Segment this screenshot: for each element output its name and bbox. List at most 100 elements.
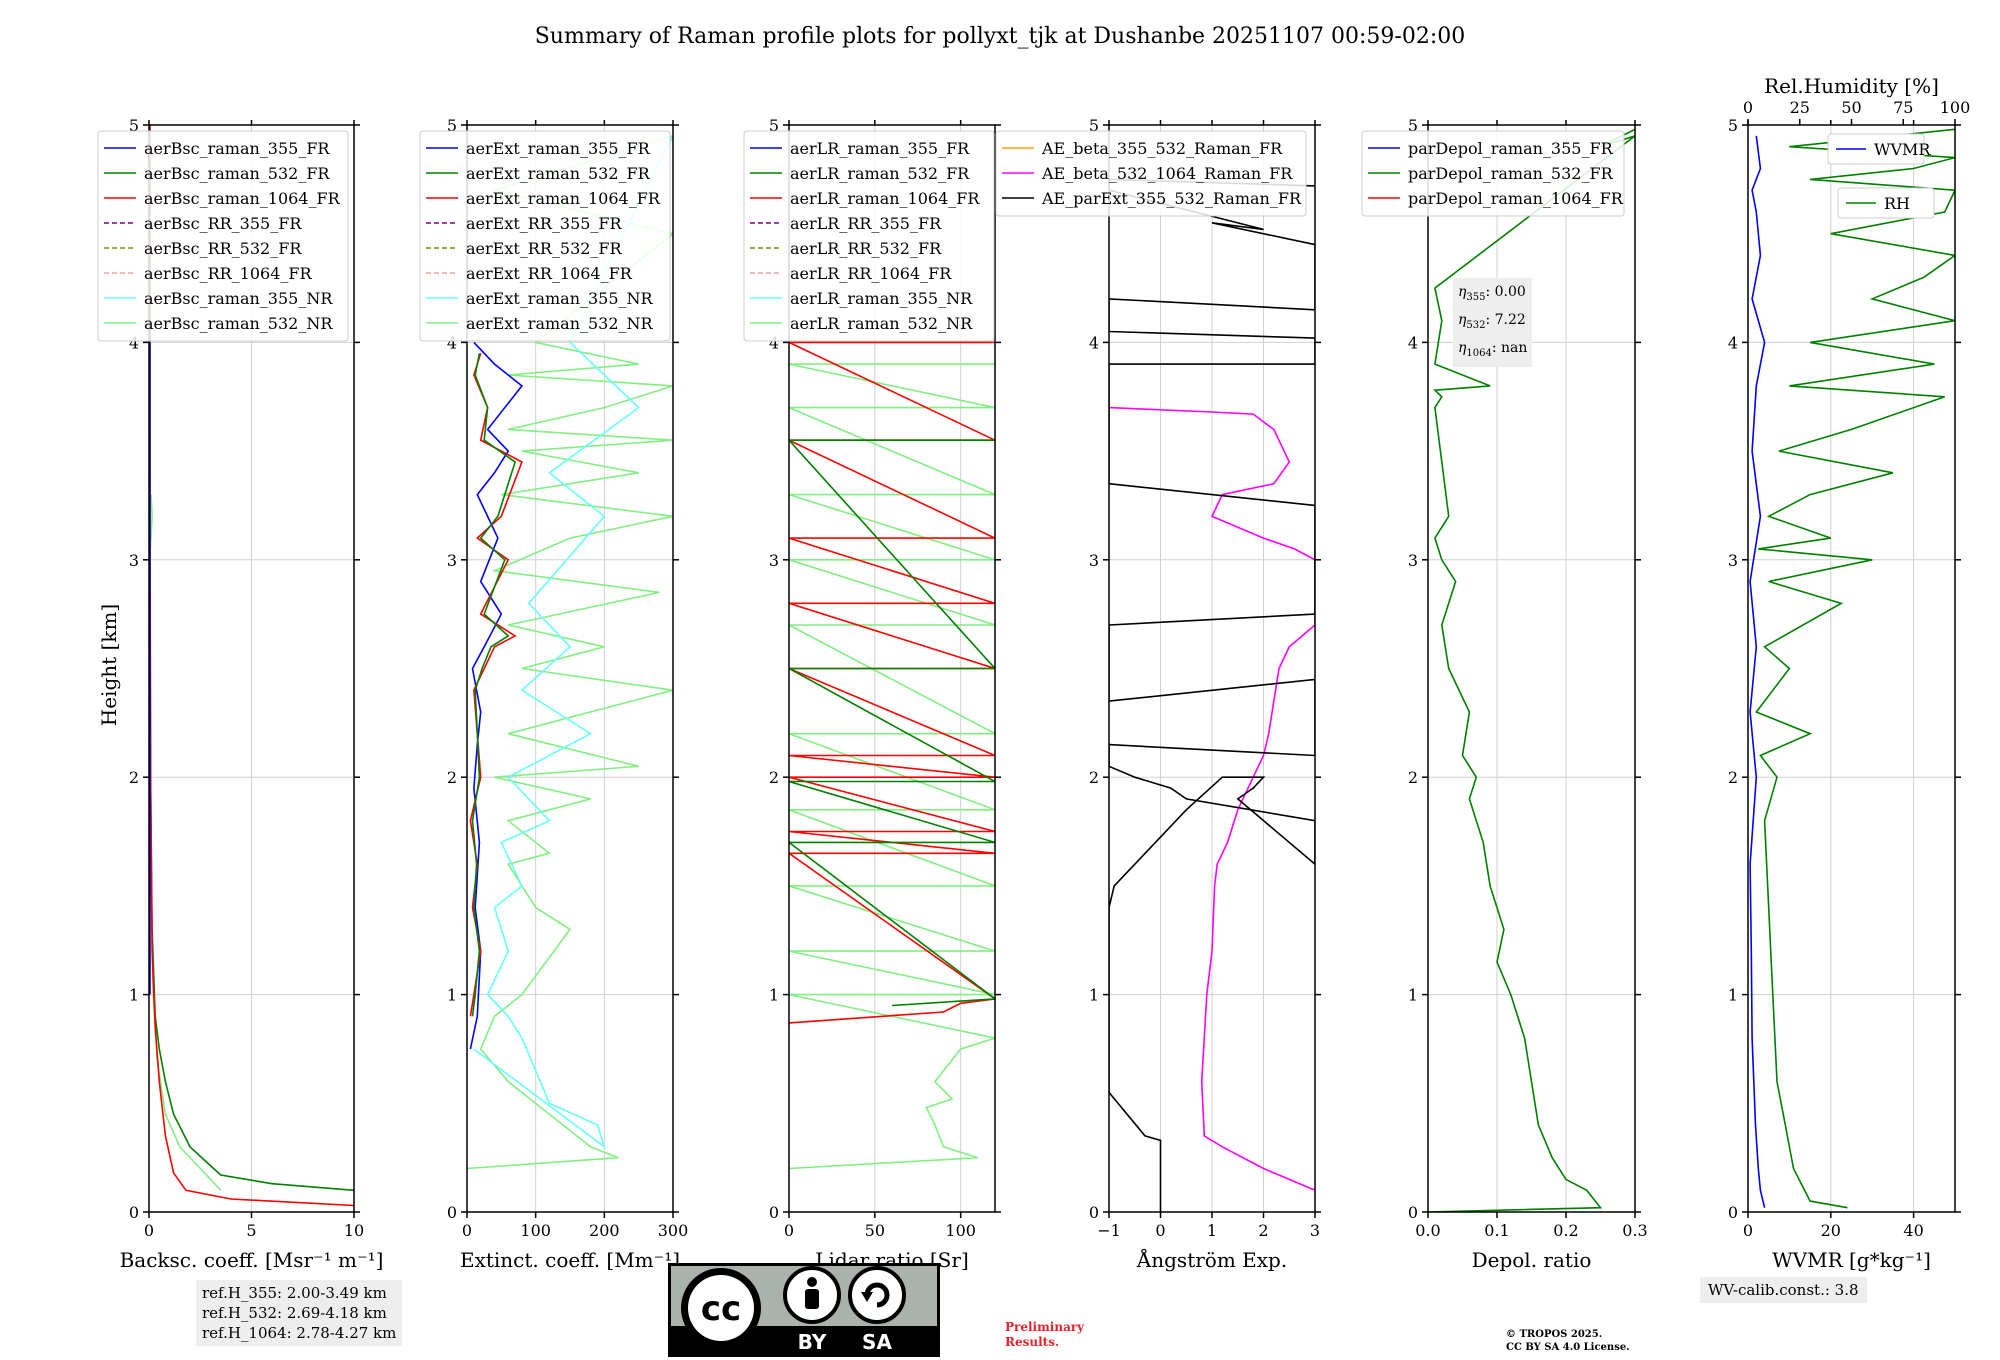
x-tick-label: 0.1 — [1484, 1221, 1509, 1240]
y-tick-label: 3 — [769, 551, 779, 570]
legend-label: AE_parExt_355_532_Raman_FR — [1041, 189, 1302, 208]
legend-box — [995, 130, 1307, 217]
legend-label: aerExt_raman_1064_FR — [466, 189, 661, 208]
top-tick-label: 25 — [1790, 98, 1810, 117]
y-tick-label: 2 — [447, 768, 457, 787]
eta-355-row: η355: 0.00 — [1458, 284, 1526, 303]
legend-box — [1361, 130, 1625, 217]
legend-box — [97, 130, 349, 342]
y-tick-label: 1 — [129, 986, 139, 1005]
legend-label: aerBsc_RR_532_FR — [144, 239, 302, 258]
cc-circle-inner — [688, 1275, 754, 1341]
legend-label: parDepol_raman_1064_FR — [1408, 189, 1624, 208]
y-tick-label: 2 — [1089, 768, 1099, 787]
x-tick-label: 100 — [520, 1221, 551, 1240]
series-aerLR_raman_532_FR — [789, 439, 995, 1007]
series-AE_beta_532_1064_Raman_FR — [1109, 406, 1315, 1192]
x-axis-label: Ångström Exp. — [1136, 1247, 1287, 1272]
x-tick-label: 50 — [865, 1221, 885, 1240]
y-tick-label: 2 — [1408, 768, 1418, 787]
y-tick-label: 5 — [1408, 116, 1418, 135]
top-tick-label: 50 — [1841, 98, 1861, 117]
y-tick-label: 5 — [1728, 116, 1738, 135]
ref-h-355: ref.H_355: 2.00-3.49 km — [202, 1284, 387, 1302]
legend-label: aerLR_raman_1064_FR — [790, 189, 980, 208]
legend-box — [743, 130, 995, 342]
y-tick-label: 5 — [1089, 116, 1099, 135]
legend-label: aerBsc_raman_532_FR — [144, 164, 330, 183]
legend-box — [419, 130, 671, 342]
y-tick-label: 1 — [769, 986, 779, 1005]
series-aerExt_raman_355_FR — [469, 341, 524, 1050]
legend-label: parDepol_raman_532_FR — [1408, 164, 1614, 183]
legend-label: aerBsc_raman_355_NR — [144, 289, 333, 308]
ref-h-532: ref.H_532: 2.69-4.18 km — [202, 1304, 387, 1322]
eta-1064-row: η1064: nan — [1458, 339, 1528, 359]
legend-label: aerBsc_RR_355_FR — [144, 214, 302, 233]
x-axis-label: Extinct. coeff. [Mm⁻¹] — [460, 1248, 680, 1272]
legend-label: aerExt_raman_532_NR — [466, 314, 654, 333]
legend: aerExt_raman_355_FR aerExt_raman_532_FRae… — [419, 130, 671, 342]
y-tick-label: 2 — [129, 768, 139, 787]
series-aerLR_raman_532_NR — [789, 363, 995, 1170]
eta-532-row: η532: 7.22 — [1458, 311, 1526, 331]
y-tick-label: 5 — [769, 116, 779, 135]
legend-label: aerLR_RR_355_FR — [790, 214, 942, 233]
x-tick-label: 0.2 — [1553, 1221, 1578, 1240]
x-tick-label: 2 — [1258, 1221, 1268, 1240]
by-icon-body — [805, 1289, 819, 1309]
eta-annotation: η355: 0.00 η532: 7.22 η1064: nan — [1453, 278, 1533, 368]
wv-calibration-box: WV-calib.const.: 3.8 — [1700, 1277, 1867, 1303]
y-tick-label: 0 — [129, 1203, 139, 1222]
y-axis-label: Height [km] — [97, 604, 121, 726]
sa-icon-arrow — [864, 1282, 890, 1308]
x-tick-label: 0.0 — [1415, 1221, 1440, 1240]
preliminary-results-note: Preliminary Results. — [1005, 1320, 1085, 1349]
x-axis-label: WVMR [g*kg⁻¹] — [1772, 1248, 1931, 1272]
legend-RH: RH — [1837, 187, 1935, 219]
legend-label: aerLR_raman_532_FR — [790, 164, 970, 183]
panel-frame — [1747, 124, 1956, 1213]
legend-label: aerLR_raman_532_NR — [790, 314, 973, 333]
series-AE_parExt_355_532_Raman_FR — [1109, 178, 1315, 1212]
x-tick-label: 1 — [1207, 1221, 1217, 1240]
series-aerExt_raman_532_NR — [467, 135, 673, 1170]
legend-label: aerBsc_raman_532_NR — [144, 314, 333, 333]
legend-box — [1837, 187, 1935, 219]
legend: AE_beta_355_532_Raman_FR AE_beta_532_1064… — [995, 130, 1307, 217]
x-tick-label: 5 — [246, 1221, 256, 1240]
y-tick-label: 4 — [447, 333, 457, 352]
legend-box — [1827, 133, 1925, 165]
y-tick-label: 4 — [1408, 333, 1418, 352]
y-tick-label: 0 — [1089, 1203, 1099, 1222]
ref-h-1064: ref.H_1064: 2.78-4.27 km — [202, 1324, 397, 1342]
sa-text: SA — [862, 1330, 892, 1354]
x-tick-label: 0 — [462, 1221, 472, 1240]
by-text: BY — [798, 1330, 827, 1354]
y-tick-label: 4 — [1089, 333, 1099, 352]
y-tick-label: 3 — [129, 551, 139, 570]
y-tick-label: 5 — [129, 116, 139, 135]
legend: aerBsc_raman_355_FR aerBsc_raman_532_FRae… — [97, 130, 349, 342]
y-tick-label: 3 — [447, 551, 457, 570]
legend-label: aerBsc_raman_355_FR — [144, 139, 330, 158]
legend-label: parDepol_raman_355_FR — [1408, 139, 1614, 158]
cc-by-sa-license-badge: cc BY SA — [668, 1263, 940, 1357]
series-aerLR_raman_1064_FR — [789, 341, 995, 1024]
chart-title: Summary of Raman profile plots for polly… — [535, 24, 1466, 49]
legend-label: aerLR_raman_355_NR — [790, 289, 973, 308]
series-WVMR — [1749, 135, 1766, 1208]
y-tick-label: 3 — [1408, 551, 1418, 570]
legend-label: AE_beta_355_532_Raman_FR — [1041, 139, 1283, 158]
panel-frame — [1427, 124, 1636, 1213]
copyright-note: © TROPOS 2025. CC BY SA 4.0 License. — [1506, 1329, 1630, 1353]
y-tick-label: 0 — [1728, 1203, 1738, 1222]
reference-height-box: ref.H_355: 2.00-3.49 km ref.H_532: 2.69-… — [196, 1280, 403, 1346]
legend: parDepol_raman_355_FR parDepol_raman_532_… — [1361, 130, 1625, 217]
series-parDepol_raman_532_FR — [1428, 128, 1635, 1212]
x-tick-label: 3 — [1310, 1221, 1320, 1240]
x-tick-label: 20 — [1821, 1221, 1841, 1240]
legend-label: aerExt_raman_355_NR — [466, 289, 654, 308]
y-tick-label: 0 — [1408, 1203, 1418, 1222]
